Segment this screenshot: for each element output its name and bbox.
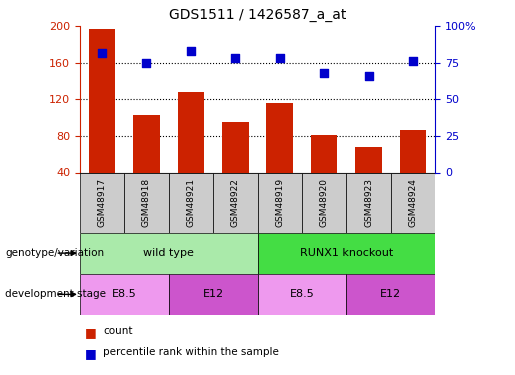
Bar xyxy=(258,232,435,274)
Bar xyxy=(80,232,258,274)
Text: GSM48917: GSM48917 xyxy=(97,178,107,227)
Text: GSM48922: GSM48922 xyxy=(231,178,240,227)
Bar xyxy=(258,172,302,232)
Point xyxy=(98,50,106,55)
Bar xyxy=(355,147,382,209)
Bar xyxy=(178,92,204,209)
Bar xyxy=(346,274,435,315)
Text: E8.5: E8.5 xyxy=(289,290,314,299)
Bar xyxy=(213,172,258,232)
Bar xyxy=(266,103,293,209)
Text: count: count xyxy=(103,326,132,336)
Text: GSM48920: GSM48920 xyxy=(320,178,329,227)
Text: ■: ■ xyxy=(85,326,97,339)
Point xyxy=(231,56,239,62)
Point xyxy=(409,58,417,64)
Point xyxy=(365,73,373,79)
Bar xyxy=(400,130,426,209)
Bar xyxy=(311,135,337,209)
Text: GSM48919: GSM48919 xyxy=(275,178,284,227)
Bar xyxy=(124,172,169,232)
Text: genotype/variation: genotype/variation xyxy=(5,248,104,258)
Point xyxy=(142,60,150,66)
Point xyxy=(320,70,328,76)
Bar xyxy=(346,172,391,232)
Bar xyxy=(222,122,249,209)
Text: E8.5: E8.5 xyxy=(112,290,136,299)
Bar xyxy=(391,172,435,232)
Text: percentile rank within the sample: percentile rank within the sample xyxy=(103,347,279,357)
Text: GSM48924: GSM48924 xyxy=(408,178,418,227)
Text: GSM48923: GSM48923 xyxy=(364,178,373,227)
Text: E12: E12 xyxy=(380,290,401,299)
Text: RUNX1 knockout: RUNX1 knockout xyxy=(300,248,393,258)
Text: E12: E12 xyxy=(202,290,224,299)
Bar xyxy=(169,274,258,315)
Title: GDS1511 / 1426587_a_at: GDS1511 / 1426587_a_at xyxy=(169,9,346,22)
Bar xyxy=(89,29,115,209)
Bar xyxy=(80,172,124,232)
Bar xyxy=(258,274,346,315)
Bar xyxy=(80,274,169,315)
Text: ■: ■ xyxy=(85,347,97,360)
Text: GSM48918: GSM48918 xyxy=(142,178,151,227)
Bar xyxy=(169,172,213,232)
Text: development stage: development stage xyxy=(5,290,106,299)
Point xyxy=(187,48,195,54)
Text: wild type: wild type xyxy=(143,248,194,258)
Point xyxy=(276,56,284,62)
Text: GSM48921: GSM48921 xyxy=(186,178,195,227)
Bar xyxy=(133,115,160,209)
Bar xyxy=(302,172,346,232)
